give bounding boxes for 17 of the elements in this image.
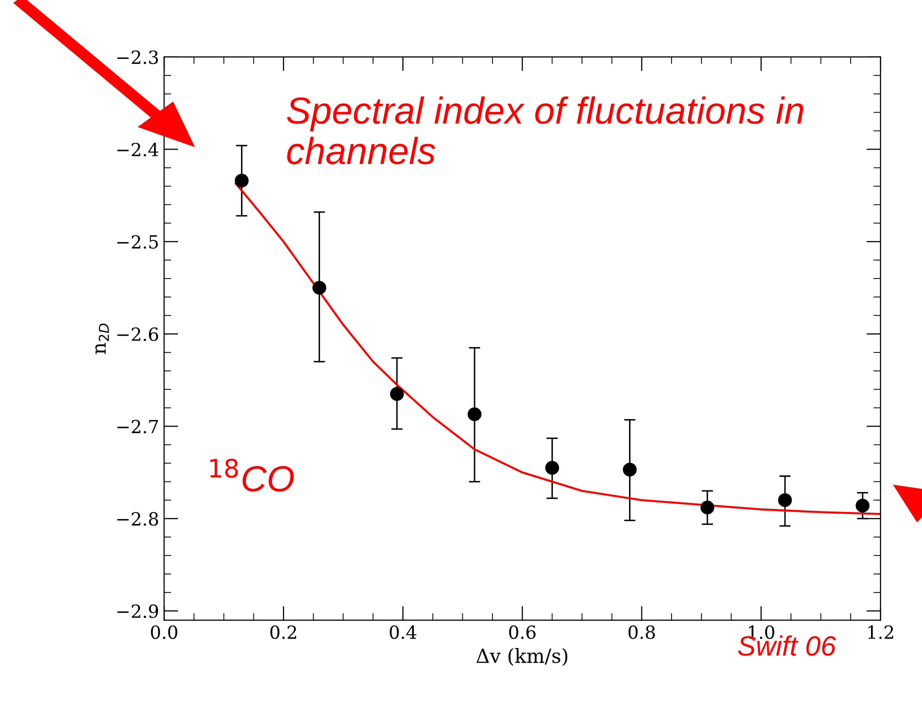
y-tick-label: −2.3 <box>117 50 158 64</box>
y-tick-label: −2.9 <box>117 604 158 618</box>
x-tick-label: 0.4 <box>390 625 416 639</box>
x-tick-label: 0.6 <box>509 625 536 639</box>
y-axis-title: n$_{2D}$ <box>95 324 109 354</box>
x-axis-title: Δv (km/s) <box>476 648 568 666</box>
y-tick-label: −2.6 <box>117 327 158 342</box>
y-tick-label: −2.4 <box>117 142 158 156</box>
x-tick-label: 0.8 <box>628 625 655 639</box>
y-tick-label: −2.7 <box>117 420 158 434</box>
y-tick-label: −2.8 <box>117 512 158 526</box>
annotation: Spectral index of fluctuations in channels <box>286 96 804 164</box>
x-tick-label: 0.2 <box>270 625 296 639</box>
annotation: $^{18}$CO <box>210 458 294 492</box>
x-tick-label: 1.2 <box>868 625 894 639</box>
y-tick-label: −2.5 <box>117 235 158 249</box>
x-tick-label: 0.0 <box>150 625 178 639</box>
